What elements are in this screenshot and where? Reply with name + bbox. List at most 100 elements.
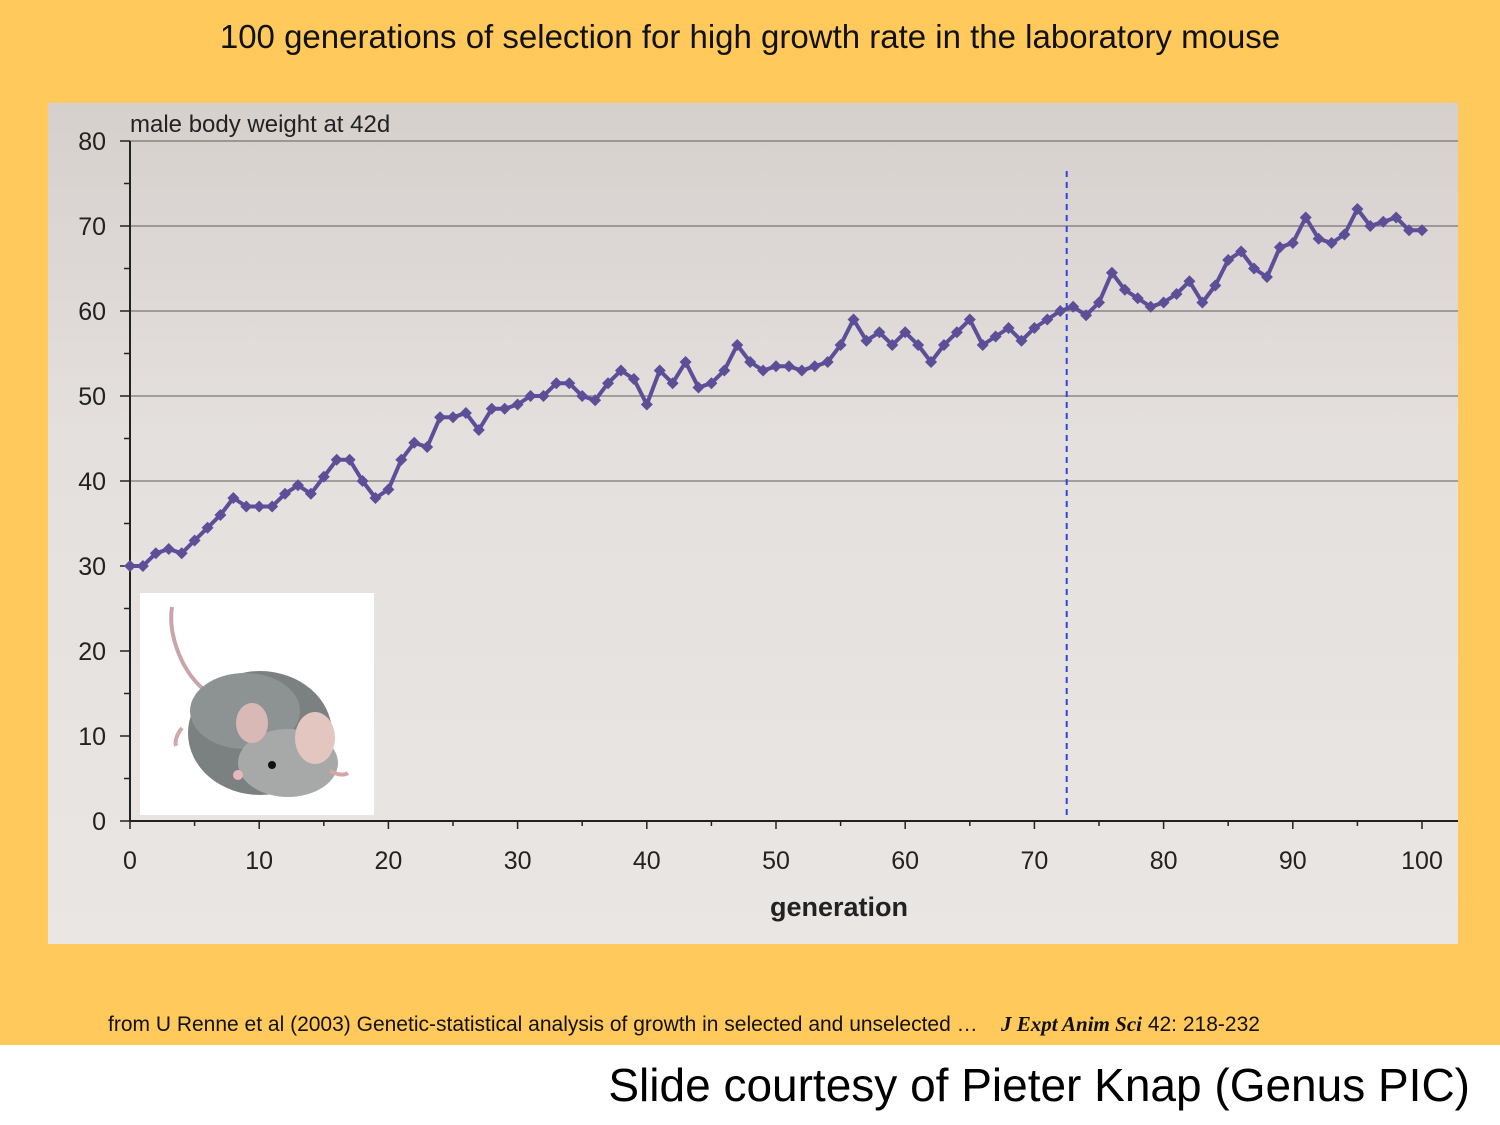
data-point bbox=[214, 509, 227, 521]
data-point bbox=[136, 560, 149, 572]
data-point bbox=[343, 453, 356, 466]
data-point bbox=[291, 479, 304, 492]
mouse-photo-icon bbox=[169, 606, 350, 797]
data-point bbox=[576, 390, 589, 402]
y-tick-label: 70 bbox=[78, 213, 106, 241]
data-point bbox=[369, 492, 382, 504]
data-point bbox=[162, 543, 175, 555]
data-point bbox=[886, 339, 899, 351]
data-point bbox=[821, 356, 834, 368]
x-tick-label: 70 bbox=[1020, 847, 1048, 875]
data-point bbox=[705, 377, 718, 390]
data-point bbox=[1105, 266, 1118, 279]
data-point bbox=[912, 339, 925, 351]
data-point bbox=[1260, 271, 1273, 283]
data-point bbox=[770, 360, 782, 373]
data-point bbox=[1364, 220, 1377, 232]
data-point bbox=[1416, 224, 1428, 237]
x-axis-label: generation bbox=[770, 892, 908, 922]
data-point bbox=[330, 453, 343, 466]
data-point bbox=[847, 313, 860, 326]
x-tick-label: 80 bbox=[1150, 847, 1178, 875]
data-point bbox=[589, 394, 602, 407]
data-point bbox=[653, 364, 666, 377]
x-tick-label: 100 bbox=[1401, 847, 1443, 875]
x-tick-label: 60 bbox=[891, 847, 919, 875]
data-point bbox=[459, 407, 472, 419]
data-point bbox=[1351, 203, 1364, 215]
data-point bbox=[1002, 322, 1015, 334]
data-point bbox=[1286, 237, 1299, 249]
data-point bbox=[1196, 296, 1209, 309]
data-point bbox=[692, 381, 705, 394]
data-point bbox=[989, 330, 1002, 343]
data-point bbox=[240, 500, 253, 513]
data-point bbox=[304, 487, 317, 500]
data-point bbox=[472, 424, 485, 436]
data-point bbox=[149, 547, 162, 560]
y-tick-label: 20 bbox=[78, 638, 106, 666]
data-point bbox=[1338, 228, 1351, 241]
data-point bbox=[731, 339, 744, 351]
x-tick-label: 30 bbox=[504, 847, 532, 875]
citation: from U Renne et al (2003) Genetic-statis… bbox=[108, 1012, 1488, 1037]
data-point bbox=[227, 492, 240, 504]
data-point bbox=[1209, 279, 1222, 292]
data-point bbox=[1015, 334, 1028, 347]
data-point bbox=[1235, 245, 1248, 258]
y-tick-label: 40 bbox=[78, 468, 106, 496]
data-point bbox=[925, 356, 938, 368]
x-tick-label: 40 bbox=[633, 847, 661, 875]
data-point bbox=[447, 411, 459, 424]
data-point bbox=[188, 534, 201, 547]
data-point bbox=[873, 326, 886, 339]
data-point bbox=[1248, 262, 1261, 275]
data-point bbox=[1028, 322, 1041, 334]
data-point bbox=[175, 547, 188, 560]
y-tick-label: 60 bbox=[78, 298, 106, 326]
data-point bbox=[266, 500, 279, 513]
data-point bbox=[1054, 305, 1067, 317]
data-point bbox=[795, 364, 808, 377]
data-point bbox=[201, 521, 214, 534]
data-point bbox=[1299, 211, 1312, 224]
chart-panel: 0 10 20 30 40 50 60 70 80 0 10 20 30 40 50 60 70 80 90 100 … bbox=[48, 103, 1458, 944]
data-point bbox=[124, 560, 136, 572]
data-point bbox=[537, 390, 550, 402]
data-point bbox=[279, 487, 292, 500]
slide-background: 100 generations of selection for high gr… bbox=[0, 0, 1500, 1045]
data-point bbox=[1080, 309, 1093, 322]
data-point bbox=[1403, 224, 1416, 237]
data-point bbox=[1312, 232, 1325, 245]
y-tick-label: 0 bbox=[92, 808, 106, 836]
y-tick-label: 50 bbox=[78, 383, 106, 411]
data-point bbox=[640, 398, 653, 411]
data-point bbox=[395, 453, 408, 466]
data-point bbox=[485, 402, 498, 415]
data-point bbox=[253, 500, 266, 513]
data-point bbox=[744, 356, 757, 368]
data-point bbox=[317, 470, 330, 483]
data-point bbox=[679, 356, 692, 368]
x-tick-label: 0 bbox=[123, 847, 137, 875]
y-tick-label: 80 bbox=[78, 128, 106, 156]
data-point bbox=[1183, 275, 1196, 288]
data-point bbox=[808, 360, 821, 373]
data-point bbox=[356, 475, 369, 487]
data-point bbox=[1273, 241, 1286, 254]
data-point bbox=[718, 364, 731, 377]
data-point bbox=[1157, 296, 1170, 309]
data-point bbox=[963, 313, 976, 326]
data-point bbox=[1067, 300, 1080, 313]
y-tick-label: 30 bbox=[78, 553, 106, 581]
x-tick-label: 50 bbox=[762, 847, 790, 875]
data-point bbox=[602, 377, 615, 390]
data-point bbox=[1041, 313, 1054, 326]
data-point bbox=[1377, 215, 1390, 228]
data-point bbox=[614, 364, 627, 377]
x-tick-label: 10 bbox=[245, 847, 273, 875]
data-point bbox=[434, 411, 447, 424]
x-tick-label: 90 bbox=[1279, 847, 1307, 875]
data-point bbox=[408, 436, 421, 449]
